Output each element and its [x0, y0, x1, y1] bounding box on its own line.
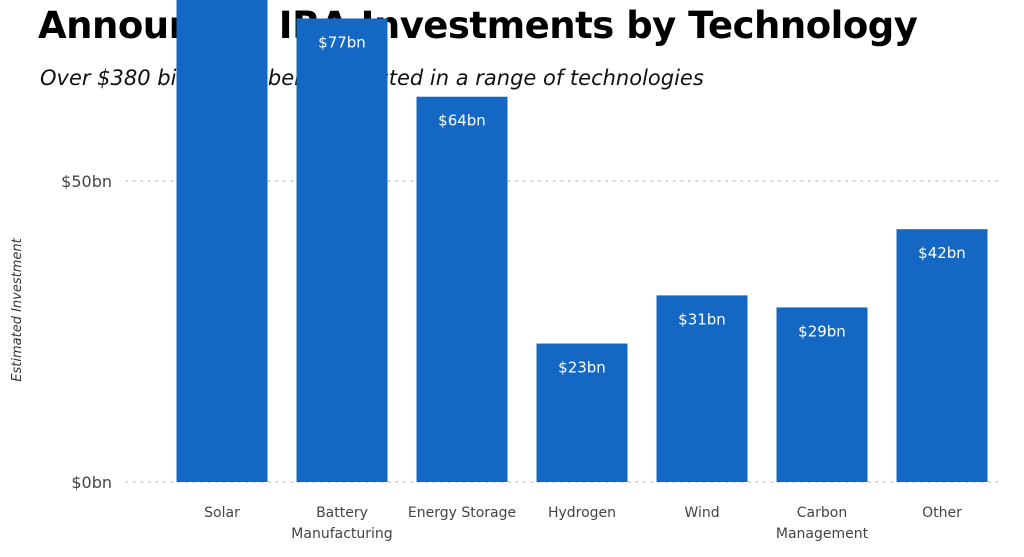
category-label-line: Management: [776, 526, 869, 542]
bar-value-label: $31bn: [678, 310, 726, 328]
x-category-label: Wind: [684, 505, 719, 521]
x-category-label: Solar: [204, 505, 240, 521]
x-category-label: Carbon Management: [776, 505, 869, 542]
y-axis-title: Estimated Investment: [10, 237, 25, 381]
bar-value-label: $77bn: [318, 33, 366, 51]
x-category-label: Hydrogen: [548, 505, 616, 521]
bar-5[interactable]: [776, 307, 868, 482]
bar-6[interactable]: [896, 229, 988, 482]
category-label-line: Manufacturing: [291, 526, 392, 542]
category-label-line: Wind: [684, 505, 719, 521]
category-label-line: Solar: [204, 505, 240, 521]
bar-4[interactable]: [656, 295, 748, 482]
x-category-label: Battery Manufacturing: [291, 505, 392, 542]
category-label-line: Carbon: [797, 505, 847, 521]
bar-1[interactable]: [296, 18, 388, 483]
y-tick-label: $50bn: [61, 172, 112, 191]
bar-2[interactable]: [416, 96, 508, 482]
x-category-label: Energy Storage: [408, 505, 516, 521]
bar-value-label: $23bn: [558, 359, 606, 377]
bar-value-label: $42bn: [918, 244, 966, 262]
bar-value-label: $64bn: [438, 112, 486, 130]
x-category-label: Other: [922, 505, 962, 521]
bar-3[interactable]: [536, 343, 628, 482]
category-label-line: Other: [922, 505, 962, 521]
category-label-line: Battery: [316, 505, 368, 521]
bar-value-label: $29bn: [798, 322, 846, 340]
y-tick-label: $0bn: [71, 473, 112, 492]
category-label-line: Hydrogen: [548, 505, 616, 521]
category-label-line: Energy Storage: [408, 505, 516, 521]
bar-0[interactable]: [176, 0, 268, 483]
